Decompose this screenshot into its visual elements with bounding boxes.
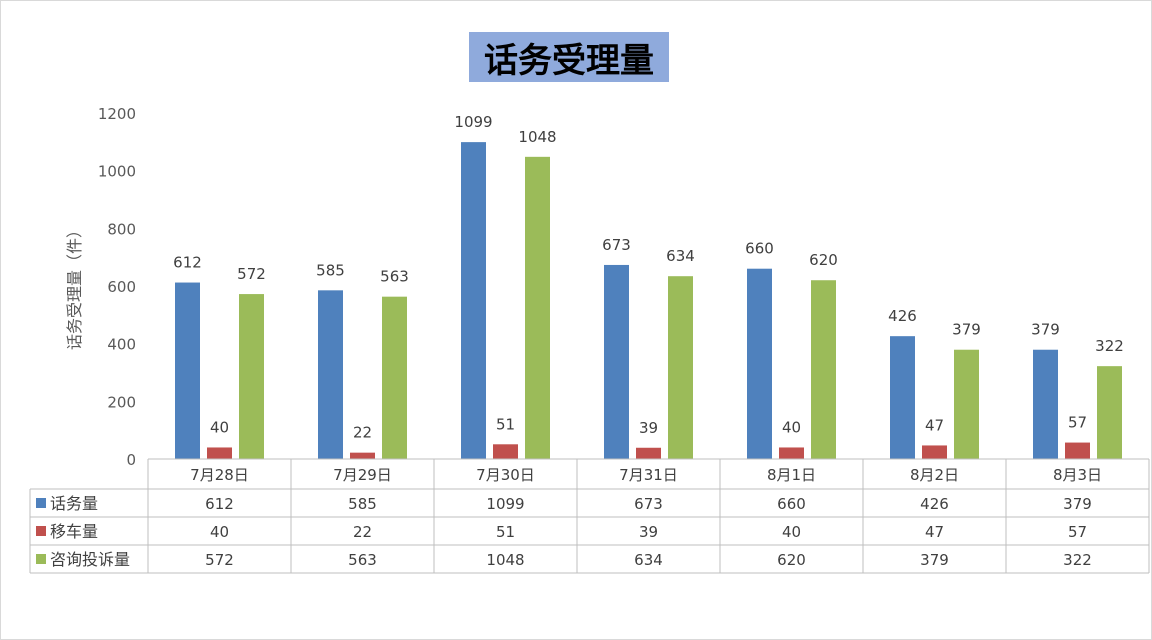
table-cell: 22 [353, 523, 372, 541]
data-label: 660 [745, 240, 774, 258]
bar [1033, 349, 1058, 459]
data-label: 673 [602, 236, 631, 254]
data-label: 39 [639, 419, 658, 437]
table-cell: 673 [634, 495, 663, 513]
data-label: 379 [1031, 321, 1060, 339]
x-tick-label: 7月30日 [476, 466, 535, 484]
y-tick-label: 1000 [98, 163, 136, 181]
table-cell: 322 [1063, 551, 1092, 569]
x-tick-label: 7月29日 [333, 466, 392, 484]
x-tick-label: 7月28日 [190, 466, 249, 484]
data-label: 57 [1068, 414, 1087, 432]
table-cell: 47 [925, 523, 944, 541]
bar [922, 445, 947, 459]
bar [604, 264, 629, 459]
bar [461, 142, 486, 459]
legend-label: 移车量 [50, 522, 98, 541]
data-label: 426 [888, 307, 917, 325]
table-cell: 572 [205, 551, 234, 569]
table-cell: 660 [777, 495, 806, 513]
x-tick-label: 8月1日 [767, 466, 816, 484]
legend-label: 话务量 [50, 494, 98, 513]
table-cell: 379 [920, 551, 949, 569]
bar [779, 447, 804, 459]
y-tick-label: 600 [107, 278, 136, 296]
table-cell: 563 [348, 551, 377, 569]
y-tick-label: 400 [107, 336, 136, 354]
data-label: 379 [952, 321, 981, 339]
bar [1097, 366, 1122, 459]
data-label: 620 [809, 251, 838, 269]
bar [239, 294, 264, 459]
x-tick-label: 8月3日 [1053, 466, 1102, 484]
bar [890, 336, 915, 459]
table-cell: 57 [1068, 523, 1087, 541]
data-label: 634 [666, 247, 695, 265]
bar [382, 296, 407, 459]
table-cell: 612 [205, 495, 234, 513]
table-cell: 585 [348, 495, 377, 513]
data-label: 22 [353, 424, 372, 442]
data-label: 322 [1095, 337, 1124, 355]
bar [175, 282, 200, 459]
bar [350, 452, 375, 459]
bar [954, 349, 979, 459]
bar [811, 280, 836, 459]
y-tick-label: 0 [126, 451, 136, 469]
bar [525, 156, 550, 459]
data-label: 585 [316, 261, 345, 279]
y-tick-label: 1200 [98, 105, 136, 123]
table-cell: 51 [496, 523, 515, 541]
y-axis-label: 话务受理量（件） [65, 222, 84, 350]
bar [493, 444, 518, 459]
data-label: 612 [173, 254, 202, 272]
data-label: 40 [210, 418, 229, 436]
table-cell: 1048 [486, 551, 524, 569]
y-tick-label: 800 [107, 220, 136, 238]
legend-swatch [36, 554, 46, 564]
table-cell: 40 [782, 523, 801, 541]
data-label: 51 [496, 415, 515, 433]
data-label: 47 [925, 416, 944, 434]
table-cell: 426 [920, 495, 949, 513]
table-cell: 1099 [486, 495, 524, 513]
legend-swatch [36, 498, 46, 508]
table-cell: 39 [639, 523, 658, 541]
bar [636, 447, 661, 459]
data-label: 1048 [518, 128, 556, 146]
table-cell: 40 [210, 523, 229, 541]
data-label: 572 [237, 265, 266, 283]
data-label: 40 [782, 418, 801, 436]
chart-title: 话务受理量 [469, 32, 669, 82]
legend-label: 咨询投诉量 [50, 550, 130, 569]
bar [318, 290, 343, 459]
table-cell: 379 [1063, 495, 1092, 513]
bar [747, 268, 772, 459]
data-label: 563 [380, 268, 409, 286]
x-tick-label: 7月31日 [619, 466, 678, 484]
bar [207, 447, 232, 459]
bar [668, 276, 693, 459]
table-cell: 620 [777, 551, 806, 569]
bar [1065, 442, 1090, 459]
x-tick-label: 8月2日 [910, 466, 959, 484]
y-tick-label: 200 [107, 393, 136, 411]
table-cell: 634 [634, 551, 663, 569]
legend-swatch [36, 526, 46, 536]
data-label: 1099 [454, 113, 492, 131]
